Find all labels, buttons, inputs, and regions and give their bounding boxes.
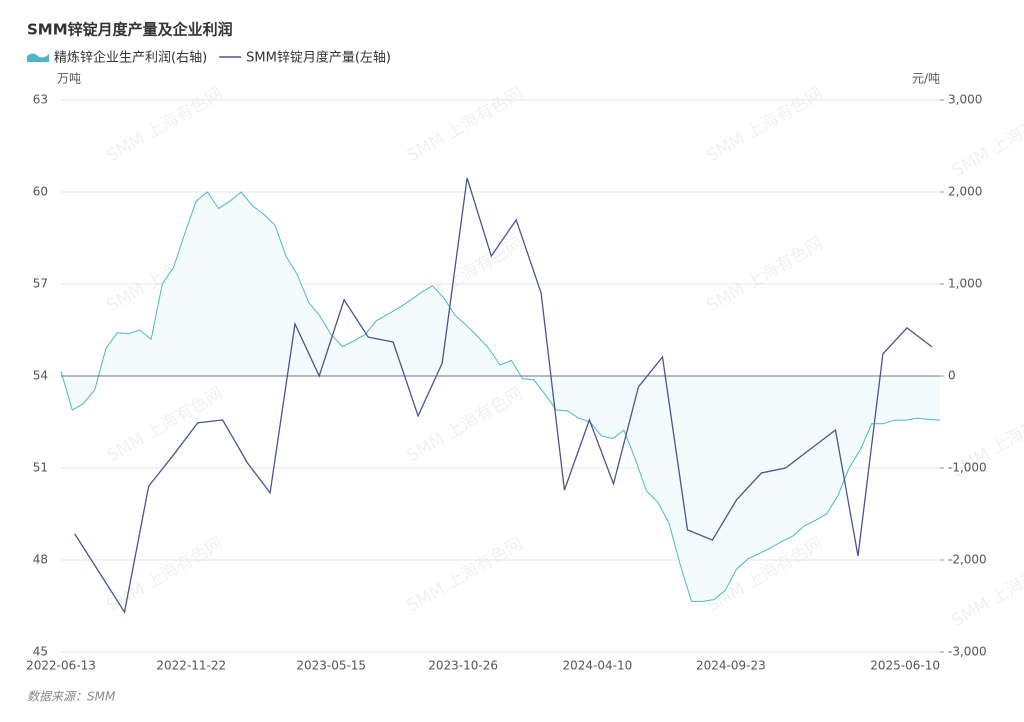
legend-label: SMM锌锭月度产量(左轴) — [246, 50, 391, 66]
area-line — [60, 191, 941, 602]
y2-tick-label: -2,000 — [948, 553, 987, 567]
y-tick-label: 48 — [33, 553, 48, 567]
y-tick-label: 54 — [33, 369, 48, 383]
watermark: SMM 上海有色网 — [403, 534, 526, 617]
y2-tick-label: 0 — [948, 369, 956, 383]
x-tick-label: 2023-05-15 — [296, 659, 366, 673]
x-tick-label: 2024-09-23 — [696, 659, 766, 673]
y-tick-label: 60 — [33, 185, 48, 199]
x-tick-label: 2024-04-10 — [563, 659, 633, 673]
y-tick-label: 51 — [33, 461, 48, 475]
chart-title: SMM锌锭月度产量及企业利润 — [27, 21, 233, 39]
area-fill — [61, 192, 940, 602]
watermark: SMM 上海有色网 — [703, 84, 826, 167]
watermark: SMM 上海有色网 — [103, 534, 226, 617]
watermark: SMM 上海有色网 — [403, 384, 526, 467]
y-tick-label: 63 — [33, 93, 48, 107]
x-tick-label: 2023-10-26 — [428, 659, 498, 673]
y2-tick-label: -1,000 — [948, 461, 987, 475]
y-tick-label: 45 — [33, 645, 48, 659]
y2-tick-label: 3,000 — [948, 93, 982, 107]
watermark: SMM 上海有色网 — [948, 99, 1024, 182]
y-tick-label: 57 — [33, 277, 48, 291]
x-tick-label: 2025-06-10 — [870, 659, 940, 673]
production-line — [74, 177, 933, 614]
watermark: SMM 上海有色网 — [103, 384, 226, 467]
watermark: SMM 上海有色网 — [703, 234, 826, 317]
y2-tick-label: -3,000 — [948, 645, 987, 659]
x-tick-label: 2022-06-13 — [26, 659, 96, 673]
y2-tick-label: 1,000 — [948, 277, 982, 291]
y-axis-unit: 万吨 — [57, 72, 81, 86]
source-note: 数据来源：SMM — [27, 690, 116, 704]
y2-tick-label: 2,000 — [948, 185, 982, 199]
watermark: SMM 上海有色网 — [403, 84, 526, 167]
x-tick-label: 2022-11-22 — [156, 659, 226, 673]
legend-icon — [27, 53, 49, 62]
y2-axis-unit: 元/吨 — [912, 72, 940, 86]
legend-label: 精炼锌企业生产利润(右轴) — [54, 50, 207, 66]
watermark: SMM 上海有色网 — [103, 84, 226, 167]
